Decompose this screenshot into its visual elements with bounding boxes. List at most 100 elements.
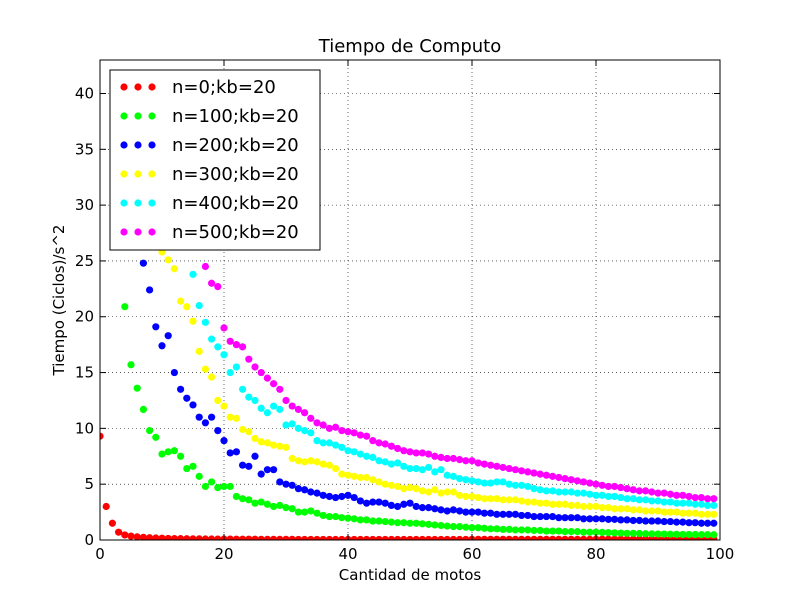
data-point xyxy=(350,429,358,437)
data-point xyxy=(164,534,172,540)
data-point xyxy=(443,471,451,479)
data-point xyxy=(406,448,414,456)
data-point xyxy=(542,471,551,479)
data-point xyxy=(586,535,594,540)
data-point xyxy=(555,488,563,496)
data-point xyxy=(288,402,296,410)
data-point xyxy=(425,450,433,458)
data-point xyxy=(183,464,191,473)
data-point xyxy=(710,531,718,539)
data-point xyxy=(536,470,544,478)
data-point xyxy=(456,535,464,540)
data-point xyxy=(604,529,613,537)
data-point xyxy=(487,461,495,469)
data-point xyxy=(580,478,588,486)
data-point xyxy=(704,510,712,518)
data-point xyxy=(642,487,650,495)
data-point xyxy=(573,528,582,536)
data-point xyxy=(363,452,371,460)
data-point xyxy=(493,495,501,503)
data-point xyxy=(518,535,526,540)
data-point xyxy=(369,476,377,484)
data-point xyxy=(375,498,383,506)
data-point xyxy=(480,509,488,517)
data-point xyxy=(394,535,402,540)
data-point xyxy=(313,419,321,427)
legend-marker xyxy=(120,228,128,236)
data-point xyxy=(270,466,278,474)
legend-label: n=400;kb=20 xyxy=(172,193,299,214)
data-point xyxy=(586,528,594,536)
data-point xyxy=(100,432,104,440)
data-point xyxy=(524,498,532,506)
data-point xyxy=(208,478,216,486)
data-point xyxy=(146,286,154,294)
data-point xyxy=(511,496,519,504)
data-point xyxy=(555,514,563,522)
data-point xyxy=(406,535,414,540)
data-point xyxy=(443,454,451,463)
data-point xyxy=(642,507,650,515)
data-point xyxy=(431,535,439,540)
data-point xyxy=(195,472,203,480)
data-point xyxy=(573,489,582,497)
data-point xyxy=(375,439,383,447)
data-point xyxy=(462,457,470,465)
data-point xyxy=(462,523,470,531)
data-point xyxy=(270,441,278,449)
data-point xyxy=(239,495,247,503)
data-point xyxy=(505,496,513,504)
data-point xyxy=(251,396,259,405)
data-point xyxy=(270,535,278,540)
data-point xyxy=(542,527,551,535)
data-point xyxy=(133,533,141,540)
data-point xyxy=(394,444,402,453)
data-point xyxy=(635,529,644,538)
data-point xyxy=(152,534,160,540)
legend-marker xyxy=(120,170,128,178)
data-point xyxy=(301,508,309,516)
data-point xyxy=(381,458,389,466)
data-point xyxy=(121,531,129,539)
data-point xyxy=(239,343,247,351)
data-point xyxy=(580,515,588,523)
x-tick-label: 0 xyxy=(95,545,105,563)
data-point xyxy=(139,405,147,413)
data-point xyxy=(363,535,371,540)
data-point xyxy=(592,502,600,511)
data-point xyxy=(387,481,395,489)
data-point xyxy=(493,525,501,533)
data-point xyxy=(623,516,631,524)
x-tick-label: 60 xyxy=(462,545,481,563)
data-point xyxy=(493,478,501,486)
legend-marker xyxy=(120,83,128,91)
data-point xyxy=(660,517,668,526)
data-point xyxy=(617,483,625,492)
data-point xyxy=(697,510,706,518)
data-point xyxy=(257,470,265,478)
data-point xyxy=(542,499,551,507)
data-point xyxy=(691,500,699,508)
data-point xyxy=(580,535,588,540)
data-point xyxy=(412,464,420,473)
data-point xyxy=(356,497,364,505)
data-point xyxy=(220,324,228,332)
data-point xyxy=(189,270,197,278)
data-point xyxy=(332,441,340,449)
data-point xyxy=(338,492,346,501)
data-point xyxy=(685,499,693,507)
data-point xyxy=(102,502,110,511)
data-point xyxy=(474,478,482,486)
data-point xyxy=(387,535,395,540)
data-point xyxy=(561,475,569,483)
data-point xyxy=(201,365,209,373)
data-point xyxy=(356,450,364,458)
data-point xyxy=(691,519,699,527)
data-point xyxy=(431,505,439,513)
data-point xyxy=(710,519,718,527)
data-point xyxy=(232,448,240,456)
data-point xyxy=(294,457,302,465)
data-point xyxy=(332,512,340,521)
data-point xyxy=(418,449,426,457)
